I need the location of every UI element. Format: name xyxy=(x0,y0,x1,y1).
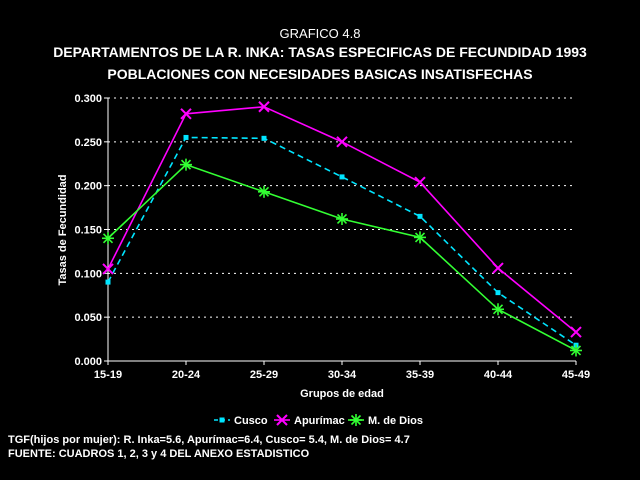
legend-marker xyxy=(219,417,225,423)
data-point xyxy=(414,231,426,244)
data-point xyxy=(180,108,192,120)
data-point xyxy=(492,262,504,274)
chart-supertitle: GRAFICO 4.8 xyxy=(279,26,361,41)
data-point xyxy=(102,232,114,245)
x-tick-label: 15-19 xyxy=(94,369,122,381)
data-point xyxy=(495,290,501,296)
x-tick-label: 20-24 xyxy=(172,369,201,381)
y-tick-label: 0.150 xyxy=(74,225,102,237)
x-tick-label: 45-49 xyxy=(562,369,590,381)
data-point xyxy=(180,158,192,171)
legend-label: Apurímac xyxy=(294,415,345,427)
chart-title: DEPARTAMENTOS DE LA R. INKA: TASAS ESPEC… xyxy=(53,44,587,60)
data-point xyxy=(417,213,423,219)
y-tick-label: 0.000 xyxy=(74,356,102,368)
x-tick-label: 40-44 xyxy=(484,369,513,381)
data-point xyxy=(258,185,270,198)
data-point xyxy=(183,134,189,140)
data-point xyxy=(570,344,582,357)
tgf-note: TGF(hijos por mujer): R. Inka=5.6, Apurí… xyxy=(8,434,410,446)
data-point xyxy=(336,136,348,148)
data-point xyxy=(261,135,267,141)
data-point xyxy=(570,326,582,338)
data-point xyxy=(102,263,114,275)
data-point xyxy=(105,279,111,285)
data-point xyxy=(339,174,345,180)
legend-label: M. de Dios xyxy=(368,415,423,427)
data-point xyxy=(492,303,504,316)
x-tick-label: 25-29 xyxy=(250,369,278,381)
x-tick-label: 35-39 xyxy=(406,369,434,381)
y-tick-label: 0.100 xyxy=(74,268,102,280)
legend-label: Cusco xyxy=(234,415,268,427)
x-axis-label: Grupos de edad xyxy=(300,388,384,400)
data-point xyxy=(336,212,348,225)
x-tick-label: 30-34 xyxy=(328,369,357,381)
y-tick-label: 0.200 xyxy=(74,181,102,193)
data-point xyxy=(414,176,426,188)
legend-marker xyxy=(350,414,362,426)
chart-subtitle: POBLACIONES CON NECESIDADES BASICAS INSA… xyxy=(107,66,533,82)
y-tick-label: 0.050 xyxy=(74,312,102,324)
source-note: FUENTE: CUADROS 1, 2, 3 y 4 DEL ANEXO ES… xyxy=(8,448,310,460)
data-point xyxy=(258,101,270,113)
series-line-3 xyxy=(107,163,577,352)
y-axis-label: Tasas de Fecundidad xyxy=(57,174,69,285)
y-tick-label: 0.250 xyxy=(74,137,102,149)
y-tick-label: 0.300 xyxy=(74,93,102,105)
legend-marker xyxy=(276,414,288,426)
